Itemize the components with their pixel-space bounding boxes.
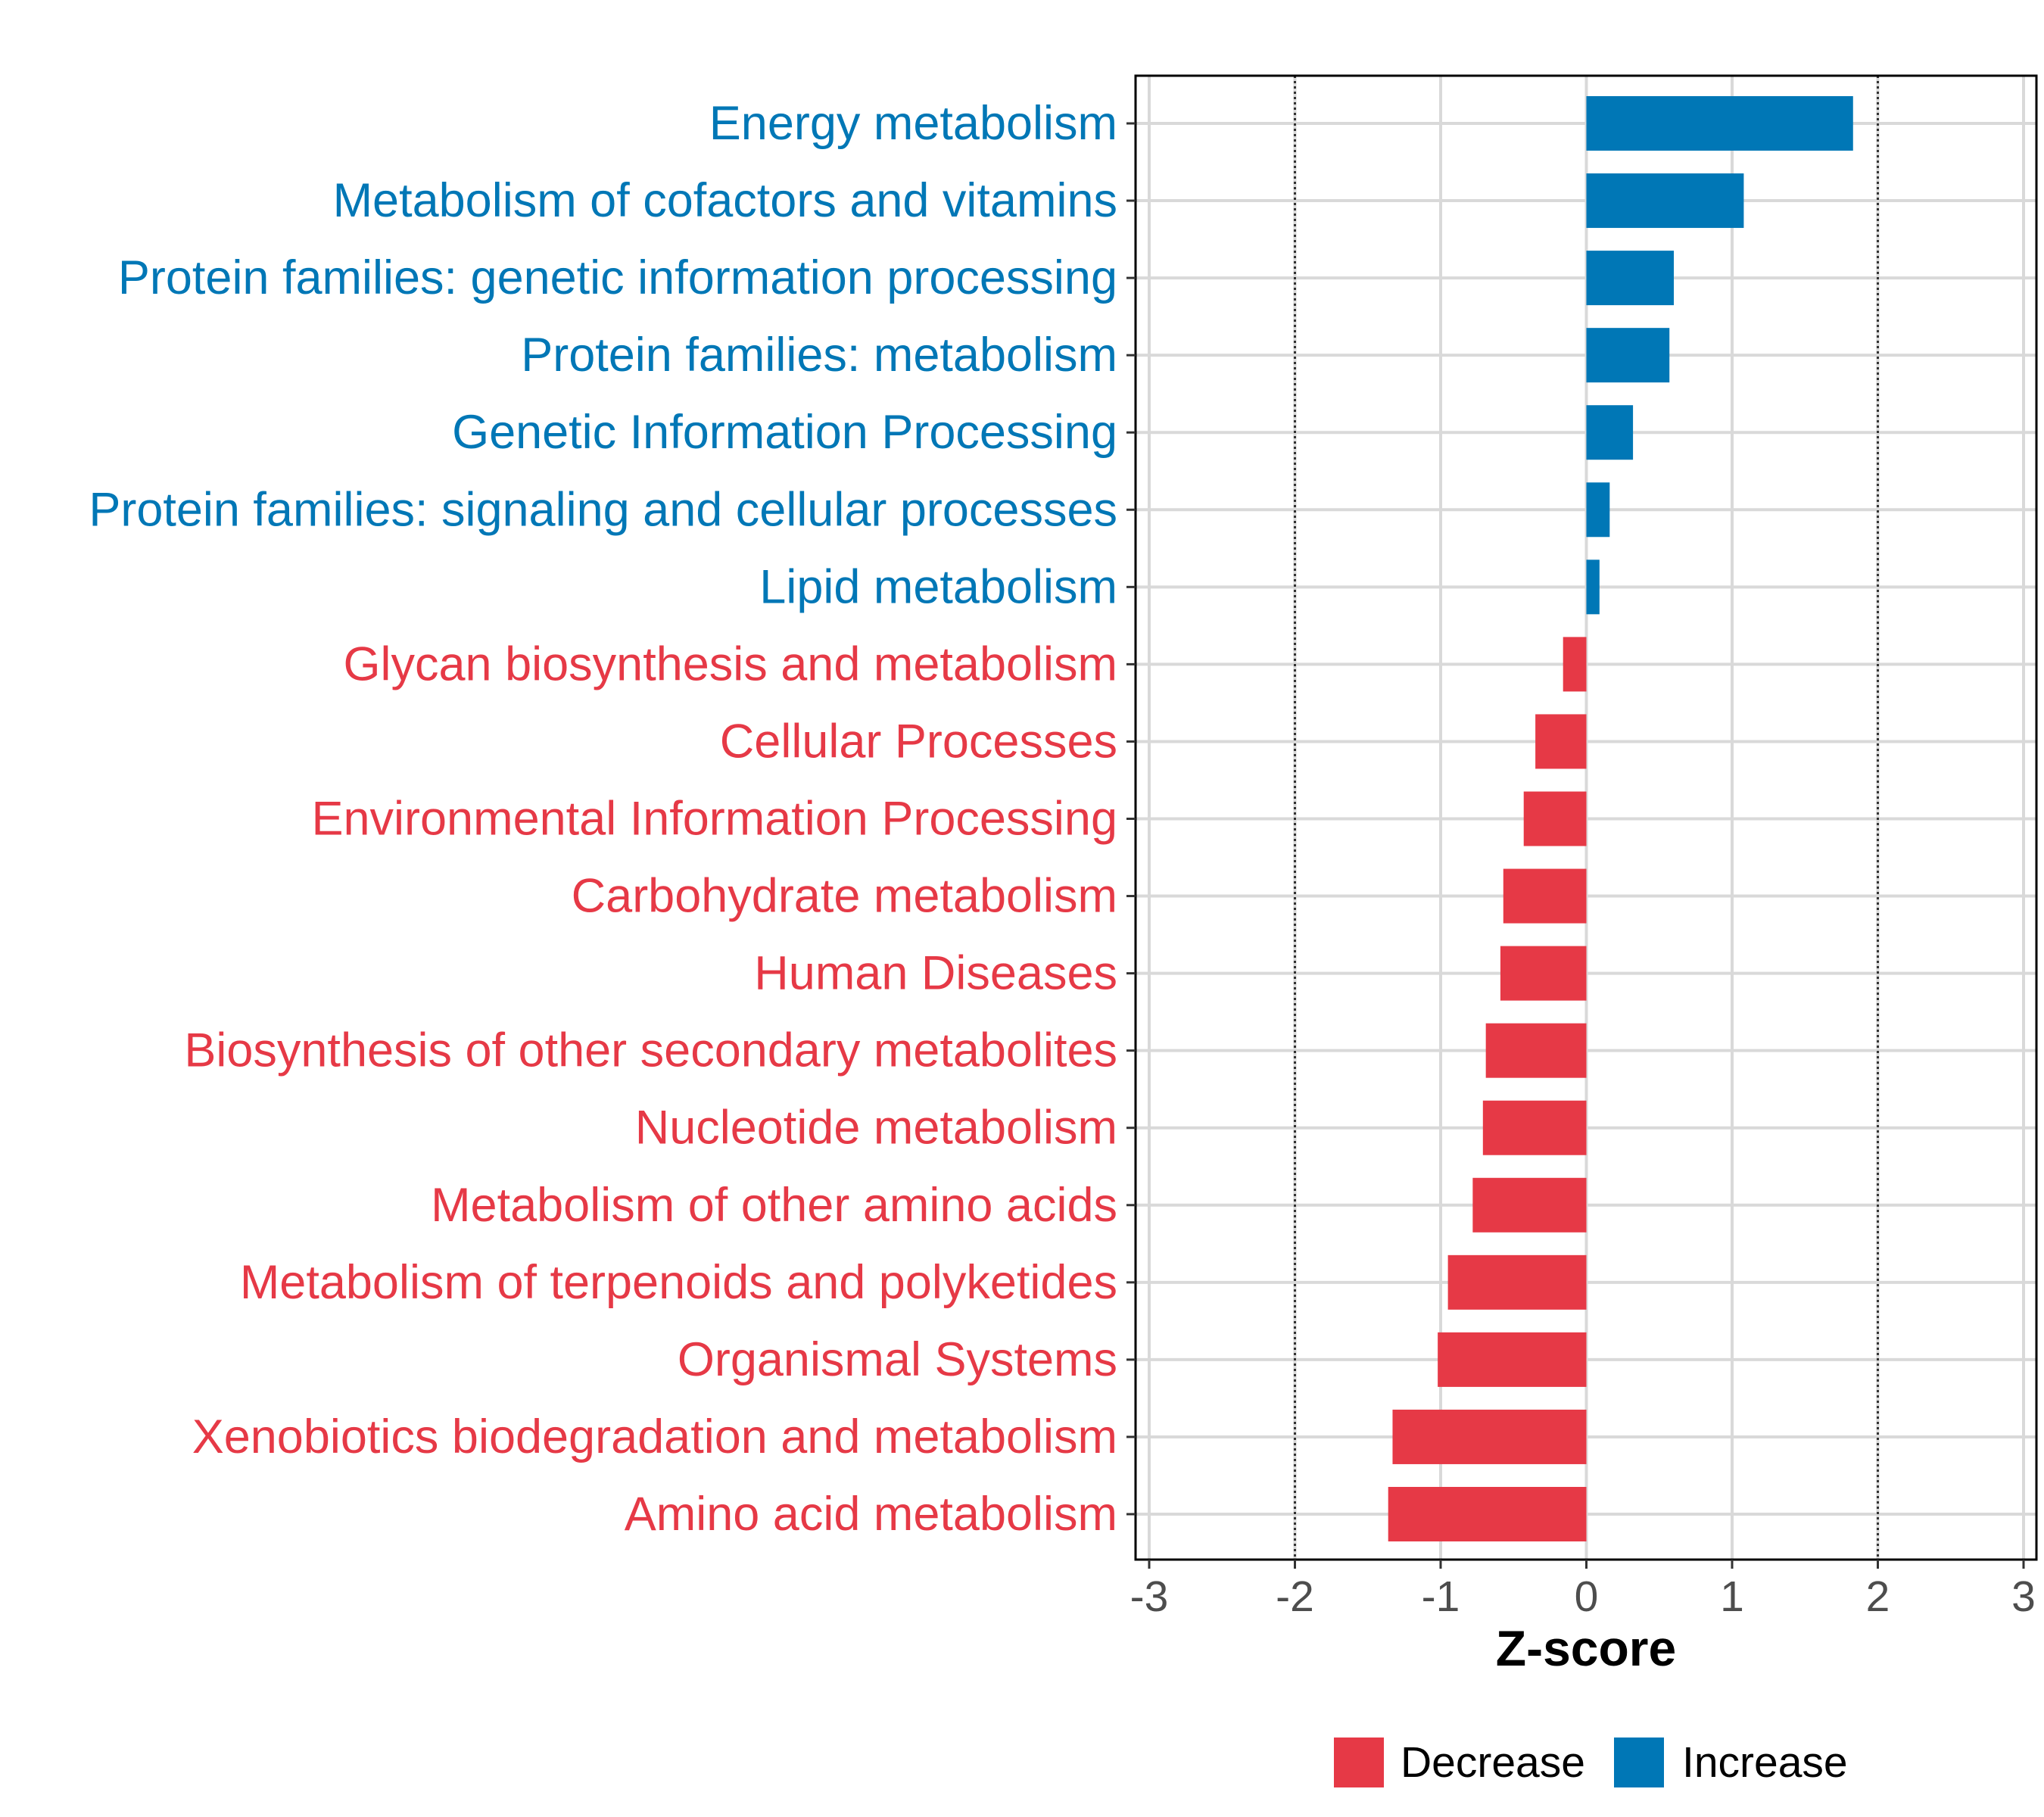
reference-lines xyxy=(1294,76,1879,1560)
category-label: Organismal Systems xyxy=(678,1333,1117,1386)
bars xyxy=(1388,96,1853,1541)
category-label: Protein families: genetic information pr… xyxy=(118,251,1117,304)
legend-swatch-increase xyxy=(1614,1738,1664,1787)
x-tick-label: 3 xyxy=(2011,1572,2036,1621)
x-tick-label: -2 xyxy=(1276,1572,1314,1621)
legend-swatch-decrease xyxy=(1334,1738,1384,1787)
bar xyxy=(1535,714,1587,769)
bar xyxy=(1586,559,1600,615)
category-label: Glycan biosynthesis and metabolism xyxy=(344,637,1118,690)
bar xyxy=(1586,96,1853,151)
bar xyxy=(1392,1409,1587,1464)
category-label: Metabolism of other amino acids xyxy=(431,1179,1117,1232)
bar xyxy=(1586,328,1670,383)
bar xyxy=(1472,1177,1587,1233)
bar xyxy=(1563,637,1587,692)
bar xyxy=(1482,1100,1587,1155)
bar xyxy=(1586,482,1610,538)
category-label: Lipid metabolism xyxy=(759,560,1117,613)
x-tick-labels: -3 -2 -1 0 1 2 3 xyxy=(1130,1572,2036,1621)
category-label: Carbohydrate metabolism xyxy=(572,870,1117,923)
x-tick-label: 2 xyxy=(1866,1572,1890,1621)
bar xyxy=(1485,1023,1587,1078)
bar xyxy=(1503,868,1587,924)
bar xyxy=(1586,251,1674,306)
bar xyxy=(1500,946,1587,1001)
category-label: Metabolism of terpenoids and polyketides xyxy=(240,1256,1117,1309)
category-labels: Energy metabolism Metabolism of cofactors… xyxy=(89,97,1117,1541)
bar xyxy=(1586,173,1744,229)
category-label: Metabolism of cofactors and vitamins xyxy=(333,174,1117,227)
category-label: Protein families: metabolism xyxy=(521,329,1117,382)
bar xyxy=(1438,1332,1587,1387)
bar xyxy=(1586,405,1634,460)
category-label: Protein families: signaling and cellular… xyxy=(89,483,1117,536)
category-label: Xenobiotics biodegradation and metabolis… xyxy=(192,1410,1117,1463)
category-label: Environmental Information Processing xyxy=(311,793,1117,846)
category-label: Nucleotide metabolism xyxy=(635,1102,1117,1155)
x-tick-label: -1 xyxy=(1422,1572,1460,1621)
legend-label-decrease: Decrease xyxy=(1401,1738,1585,1787)
x-tick-label: 1 xyxy=(1720,1572,1744,1621)
legend: Decrease Increase xyxy=(1334,1738,1848,1787)
bar xyxy=(1523,791,1587,846)
bar xyxy=(1388,1487,1587,1541)
legend-label-increase: Increase xyxy=(1682,1738,1848,1787)
category-label: Amino acid metabolism xyxy=(625,1488,1117,1541)
bar xyxy=(1447,1254,1587,1310)
x-axis-title: Z-score xyxy=(1496,1620,1676,1676)
x-tick-label: 0 xyxy=(1575,1572,1599,1621)
x-tick-label: -3 xyxy=(1130,1572,1169,1621)
category-label: Cellular Processes xyxy=(720,715,1117,768)
category-label: Genetic Information Processing xyxy=(452,406,1117,459)
category-label: Energy metabolism xyxy=(709,97,1117,150)
category-label: Human Diseases xyxy=(754,947,1117,1000)
category-label: Biosynthesis of other secondary metaboli… xyxy=(184,1024,1117,1077)
axis-ticks xyxy=(1126,122,2025,1569)
